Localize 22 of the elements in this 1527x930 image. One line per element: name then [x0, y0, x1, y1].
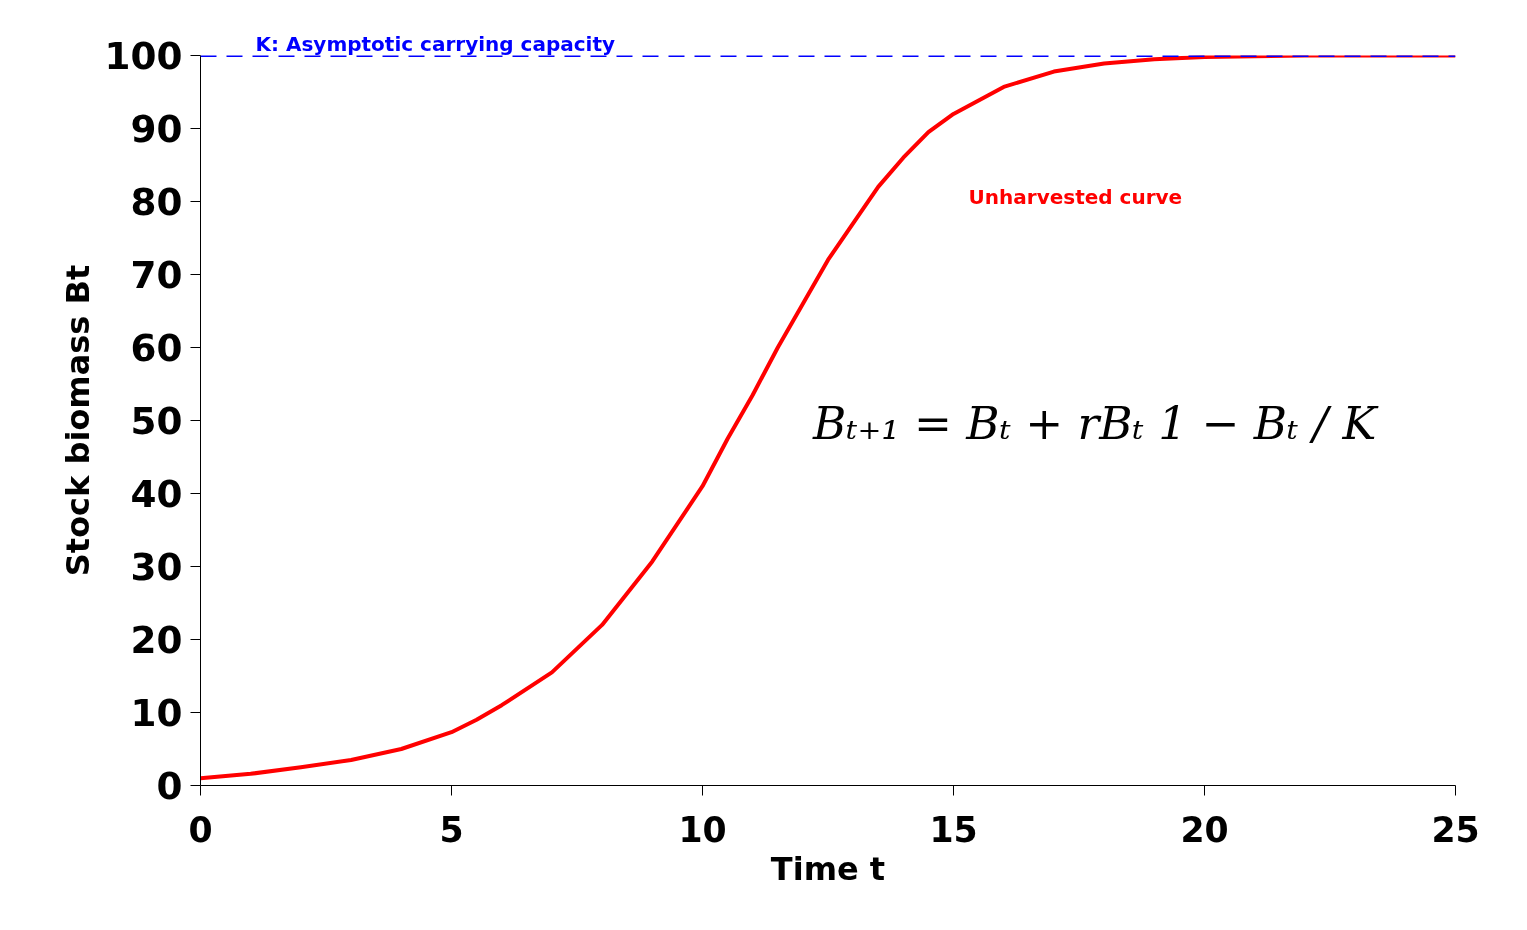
annotation: Bₜ₊₁ = Bₜ + rBₜ 1 − Bₜ / K — [811, 396, 1380, 450]
y-tick-label: 70 — [130, 253, 183, 297]
y-tick-label: 40 — [130, 472, 183, 516]
x-tick-label: 5 — [439, 809, 464, 850]
y-tick-label: 30 — [130, 545, 183, 589]
y-tick-label: 60 — [130, 326, 183, 370]
x-tick-label: 10 — [678, 809, 727, 850]
y-tick-label: 0 — [156, 764, 183, 808]
y-tick-label: 10 — [130, 691, 183, 735]
x-tick-label: 15 — [929, 809, 978, 850]
y-tick-label: 80 — [130, 180, 183, 224]
y-tick-label: 50 — [130, 399, 183, 443]
x-tick-label: 0 — [188, 809, 213, 850]
text: Unharvested curve — [968, 184, 1183, 209]
x-axis-title: Time t — [770, 849, 886, 888]
x-tick-label: 25 — [1431, 809, 1480, 850]
y-tick-label: 100 — [104, 34, 183, 78]
y-axis-title: Stock biomass Bt — [58, 264, 97, 577]
x-tick-label: 20 — [1180, 809, 1229, 850]
ref-line-label: K: Asymptotic carrying capacity — [255, 31, 616, 56]
y-tick-label: 90 — [130, 107, 183, 151]
y-tick-label: 20 — [130, 618, 183, 662]
